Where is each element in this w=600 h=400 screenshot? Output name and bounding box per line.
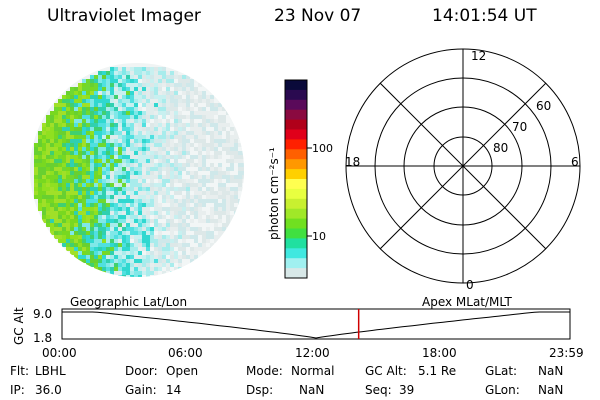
info-ip-label: IP:: [10, 383, 25, 397]
info-gcalt-label: GC Alt:: [365, 364, 407, 378]
timeline-xtick-1800: 18:00: [422, 346, 457, 360]
mlt-label-6: 6: [571, 155, 579, 169]
polar-grid: [345, 48, 581, 284]
info-flt-value: LBHL: [35, 364, 66, 378]
colorbar: 100 10 photon cm⁻²s⁻¹: [267, 79, 333, 279]
info-seq-value: 39: [399, 383, 415, 397]
timeline-ytick-1.8: 1.8: [33, 331, 52, 345]
auroral-image: [30, 63, 244, 277]
info-dsp-value: NaN: [299, 383, 325, 397]
info-mode-value: Normal: [291, 364, 335, 378]
info-seq-label: Seq:: [365, 383, 392, 397]
colorbar-band: [285, 80, 307, 91]
colorbar-band: [285, 258, 307, 269]
timeline-axis-title: GC Alt: [12, 307, 26, 345]
colorbar-tick-label-100: 100: [312, 142, 333, 155]
colorbar-tick-label-10: 10: [312, 230, 326, 243]
colorbar-band: [285, 119, 307, 130]
mlt-label-0: 0: [466, 278, 474, 292]
colorbar-band: [285, 99, 307, 111]
time-label: 14:01:54 UT: [432, 6, 537, 26]
info-glat-label: GLat:: [485, 364, 518, 378]
timeline-xtick-2359: 23:59: [549, 346, 584, 360]
polar-labels: 12 18 6 0 60 70 80: [345, 49, 579, 292]
colorbar-band: [285, 248, 307, 259]
mlt-label-18: 18: [345, 155, 360, 169]
info-glat-value: NaN: [538, 364, 564, 378]
info-glon-value: NaN: [538, 383, 564, 397]
instrument-title: Ultraviolet Imager: [47, 6, 201, 26]
timeline-left-label: Geographic Lat/Lon: [70, 295, 187, 309]
info-ip-value: 36.0: [35, 383, 62, 397]
colorbar-label: photon cm⁻²s⁻¹: [267, 147, 281, 240]
timeline-right-label: Apex MLat/MLT: [422, 295, 512, 309]
date-label: 23 Nov 07: [274, 6, 362, 26]
timeline-xtick-0000: 00:00: [42, 346, 77, 360]
info-door-label: Door:: [125, 364, 158, 378]
colorbar-band: [285, 129, 307, 140]
timeline-xtick-1200: 12:00: [295, 346, 330, 360]
timeline-xtick-0600: 06:00: [168, 346, 203, 360]
info-gcalt-value: 5.1 Re: [418, 364, 457, 378]
lat-label-60: 60: [536, 99, 551, 113]
timeline-ytick-9: 9.0: [33, 307, 52, 321]
lat-label-70: 70: [512, 120, 527, 134]
colorbar-band: [285, 179, 307, 190]
info-door-value: Open: [166, 364, 199, 378]
info-gain-value: 14: [166, 383, 182, 397]
info-dsp-label: Dsp:: [246, 383, 274, 397]
colorbar-band: [285, 109, 307, 121]
colorbar-band: [285, 149, 307, 160]
colorbar-band: [285, 139, 307, 150]
colorbar-band: [285, 89, 307, 101]
colorbar-band: [285, 198, 307, 210]
info-flt-label: Flt:: [10, 364, 29, 378]
colorbar-band: [285, 208, 307, 220]
colorbar-band: [285, 169, 307, 180]
colorbar-band: [285, 238, 307, 249]
colorbar-band: [285, 228, 307, 239]
timeline-panel: Geographic Lat/Lon Apex MLat/MLT GC Alt …: [12, 295, 584, 360]
info-glon-label: GLon:: [485, 383, 520, 397]
colorbar-band: [285, 218, 307, 229]
colorbar-band: [285, 268, 307, 279]
mlt-label-12: 12: [471, 49, 486, 63]
lat-label-80: 80: [493, 141, 508, 155]
info-gain-label: Gain:: [125, 383, 157, 397]
colorbar-band: [285, 159, 307, 170]
colorbar-band: [285, 188, 307, 200]
info-mode-label: Mode:: [246, 364, 283, 378]
